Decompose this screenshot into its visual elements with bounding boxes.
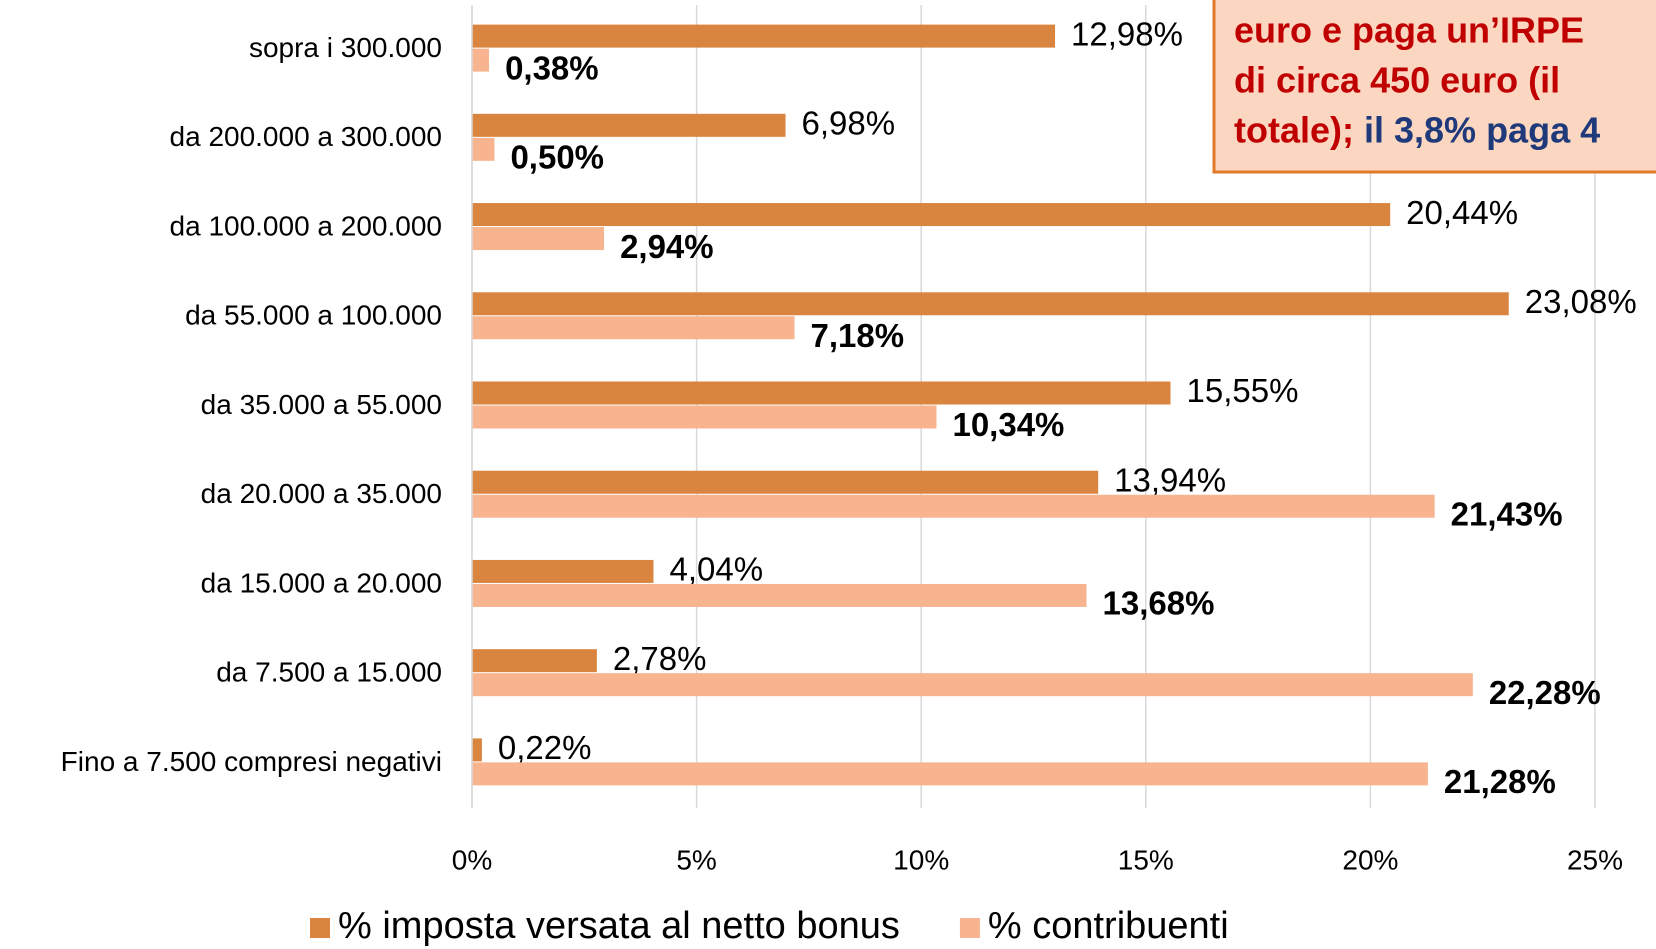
value-label: 10,34%	[952, 406, 1064, 443]
bar	[472, 738, 482, 762]
value-label: 13,94%	[1114, 461, 1226, 498]
value-label: 0,38%	[505, 49, 599, 86]
bar	[472, 405, 937, 429]
x-tick-label: 25%	[1567, 844, 1623, 875]
annotation-highlight: il 3,8% paga 4	[1364, 110, 1600, 151]
x-tick-label: 10%	[893, 844, 949, 875]
bar	[472, 227, 605, 251]
legend-label: % contribuenti	[988, 905, 1229, 947]
value-label: 21,43%	[1451, 495, 1563, 532]
value-label: 15,55%	[1187, 372, 1299, 409]
y-tick-label: da 200.000 a 300.000	[170, 121, 442, 152]
value-label: 7,18%	[811, 317, 905, 354]
value-label: 20,44%	[1406, 194, 1518, 231]
value-label: 4,04%	[669, 551, 763, 588]
legend-label: % imposta versata al netto bonus	[338, 905, 900, 947]
x-tick-label: 20%	[1342, 844, 1398, 875]
value-label: 6,98%	[802, 105, 896, 142]
annotation-text: euro e paga un’IRPE	[1234, 10, 1584, 51]
legend-swatch	[310, 918, 330, 938]
y-tick-label: da 15.000 a 20.000	[201, 567, 442, 598]
annotation-box	[1212, 0, 1656, 174]
value-label: 0,50%	[510, 139, 604, 176]
legend-swatch	[959, 918, 980, 938]
bar	[472, 673, 1473, 697]
x-tick-label: 0%	[452, 844, 492, 875]
y-tick-label: da 20.000 a 35.000	[201, 478, 442, 509]
y-tick-label: da 7.500 a 15.000	[216, 657, 442, 688]
value-label: 0,22%	[498, 729, 592, 766]
bar	[472, 137, 495, 161]
bar	[472, 316, 795, 340]
x-tick-label: 5%	[676, 844, 716, 875]
bar	[472, 113, 786, 137]
value-label: 2,78%	[613, 640, 707, 677]
bar	[472, 292, 1509, 316]
x-tick-label: 15%	[1118, 844, 1174, 875]
annotation-text: di circa 450 euro (il	[1234, 60, 1560, 101]
bar	[472, 762, 1428, 786]
bar	[472, 381, 1171, 405]
bar	[472, 48, 490, 72]
value-label: 22,28%	[1489, 674, 1601, 711]
y-tick-label: Fino a 7.500 compresi negativi	[61, 746, 442, 777]
y-tick-label: da 55.000 a 100.000	[185, 300, 442, 331]
bar	[472, 494, 1435, 518]
y-tick-label: sopra i 300.000	[249, 32, 442, 63]
value-label: 12,98%	[1071, 15, 1183, 52]
value-label: 23,08%	[1525, 283, 1637, 320]
y-tick-label: da 35.000 a 55.000	[201, 389, 442, 420]
value-label: 21,28%	[1444, 763, 1556, 800]
value-label: 2,94%	[620, 228, 714, 265]
annotation-text: totale);	[1234, 110, 1354, 151]
bar	[472, 583, 1087, 607]
bar	[472, 203, 1391, 227]
value-label: 13,68%	[1103, 585, 1215, 622]
y-tick-label: da 100.000 a 200.000	[170, 210, 442, 241]
bar	[472, 649, 597, 673]
bar	[472, 24, 1056, 48]
bar	[472, 559, 654, 583]
bar	[472, 470, 1099, 494]
